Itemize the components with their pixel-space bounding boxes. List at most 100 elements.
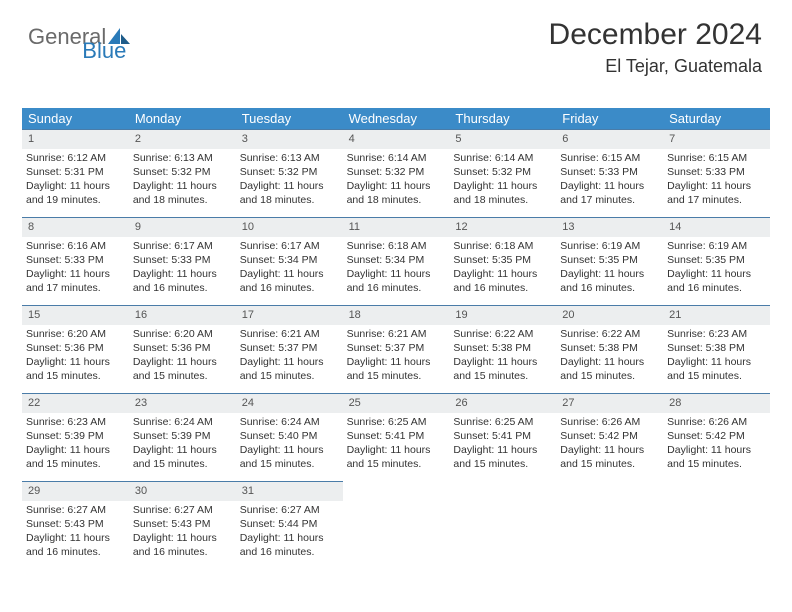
- day-details: Sunrise: 6:19 AMSunset: 5:35 PMDaylight:…: [556, 237, 663, 298]
- calendar-cell: 26Sunrise: 6:25 AMSunset: 5:41 PMDayligh…: [449, 393, 556, 481]
- day-number: 25: [343, 394, 450, 413]
- day-number: 1: [22, 130, 129, 149]
- day-number: 27: [556, 394, 663, 413]
- day-number: 24: [236, 394, 343, 413]
- day-line-d1: Daylight: 11 hours: [26, 531, 125, 545]
- day-details: Sunrise: 6:26 AMSunset: 5:42 PMDaylight:…: [556, 413, 663, 474]
- day-line-d2: and 17 minutes.: [560, 193, 659, 207]
- day-number: 15: [22, 306, 129, 325]
- day-line-ss: Sunset: 5:32 PM: [133, 165, 232, 179]
- day-line-d2: and 15 minutes.: [133, 457, 232, 471]
- day-details: Sunrise: 6:20 AMSunset: 5:36 PMDaylight:…: [22, 325, 129, 386]
- day-line-d1: Daylight: 11 hours: [240, 355, 339, 369]
- logo-text-blue: Blue: [82, 38, 126, 64]
- day-details: Sunrise: 6:15 AMSunset: 5:33 PMDaylight:…: [556, 149, 663, 210]
- day-line-ss: Sunset: 5:35 PM: [560, 253, 659, 267]
- day-number: 21: [663, 306, 770, 325]
- day-line-ss: Sunset: 5:33 PM: [667, 165, 766, 179]
- calendar-cell: 20Sunrise: 6:22 AMSunset: 5:38 PMDayligh…: [556, 305, 663, 393]
- calendar-cell: 30 Sunrise: 6:27 AMSunset: 5:43 PMDayligh…: [129, 481, 236, 569]
- day-line-ss: Sunset: 5:43 PM: [26, 517, 125, 531]
- day-line-d1: Daylight: 11 hours: [133, 355, 232, 369]
- day-details: Sunrise: 6:19 AMSunset: 5:35 PMDaylight:…: [663, 237, 770, 298]
- day-line-d1: Daylight: 11 hours: [133, 267, 232, 281]
- day-line-ss: Sunset: 5:35 PM: [453, 253, 552, 267]
- day-line-ss: Sunset: 5:43 PM: [133, 517, 232, 531]
- dow-header: Saturday: [663, 108, 770, 129]
- day-line-sr: Sunrise: 6:22 AM: [453, 327, 552, 341]
- day-line-sr: Sunrise: 6:27 AM: [240, 503, 339, 517]
- day-number: 3: [236, 130, 343, 149]
- day-line-d1: Daylight: 11 hours: [133, 443, 232, 457]
- day-details: Sunrise: 6:27 AMSunset: 5:44 PMDaylight:…: [236, 501, 343, 562]
- day-line-sr: Sunrise: 6:27 AM: [26, 503, 125, 517]
- calendar-cell-empty: [343, 481, 450, 569]
- day-line-d2: and 16 minutes.: [667, 281, 766, 295]
- day-number: 6: [556, 130, 663, 149]
- header: December 2024 El Tejar, Guatemala: [549, 18, 762, 77]
- day-line-d2: and 15 minutes.: [453, 457, 552, 471]
- day-line-sr: Sunrise: 6:12 AM: [26, 151, 125, 165]
- calendar-cell: 31Sunrise: 6:27 AMSunset: 5:44 PMDayligh…: [236, 481, 343, 569]
- day-line-sr: Sunrise: 6:18 AM: [453, 239, 552, 253]
- calendar-cell: 25Sunrise: 6:25 AMSunset: 5:41 PMDayligh…: [343, 393, 450, 481]
- day-number: 11: [343, 218, 450, 237]
- day-details: Sunrise: 6:22 AMSunset: 5:38 PMDaylight:…: [556, 325, 663, 386]
- day-line-d2: and 16 minutes.: [347, 281, 446, 295]
- page-title: December 2024: [549, 18, 762, 52]
- day-details: Sunrise: 6:17 AMSunset: 5:34 PMDaylight:…: [236, 237, 343, 298]
- day-line-ss: Sunset: 5:33 PM: [26, 253, 125, 267]
- calendar-cell: 13Sunrise: 6:19 AMSunset: 5:35 PMDayligh…: [556, 217, 663, 305]
- day-line-sr: Sunrise: 6:19 AM: [560, 239, 659, 253]
- day-line-sr: Sunrise: 6:22 AM: [560, 327, 659, 341]
- day-number: 23: [129, 394, 236, 413]
- day-number: 30: [129, 482, 236, 501]
- day-line-d1: Daylight: 11 hours: [453, 443, 552, 457]
- day-line-ss: Sunset: 5:33 PM: [133, 253, 232, 267]
- location-text: El Tejar, Guatemala: [549, 56, 762, 77]
- day-number: 22: [22, 394, 129, 413]
- day-line-d1: Daylight: 11 hours: [26, 179, 125, 193]
- day-line-d2: and 16 minutes.: [240, 281, 339, 295]
- day-line-sr: Sunrise: 6:13 AM: [240, 151, 339, 165]
- day-line-ss: Sunset: 5:35 PM: [667, 253, 766, 267]
- dow-header: Thursday: [449, 108, 556, 129]
- day-line-d1: Daylight: 11 hours: [133, 531, 232, 545]
- dow-header: Friday: [556, 108, 663, 129]
- day-details: Sunrise: 6:12 AMSunset: 5:31 PMDaylight:…: [22, 149, 129, 210]
- day-line-ss: Sunset: 5:38 PM: [667, 341, 766, 355]
- day-line-ss: Sunset: 5:41 PM: [453, 429, 552, 443]
- day-line-d1: Daylight: 11 hours: [667, 179, 766, 193]
- day-line-d2: and 18 minutes.: [347, 193, 446, 207]
- day-line-d1: Daylight: 11 hours: [667, 267, 766, 281]
- day-line-d1: Daylight: 11 hours: [453, 179, 552, 193]
- calendar-cell: 14Sunrise: 6:19 AMSunset: 5:35 PMDayligh…: [663, 217, 770, 305]
- calendar-cell: 24Sunrise: 6:24 AMSunset: 5:40 PMDayligh…: [236, 393, 343, 481]
- day-line-ss: Sunset: 5:36 PM: [26, 341, 125, 355]
- day-details: Sunrise: 6:26 AMSunset: 5:42 PMDaylight:…: [663, 413, 770, 474]
- day-line-sr: Sunrise: 6:20 AM: [26, 327, 125, 341]
- day-number: 12: [449, 218, 556, 237]
- day-line-sr: Sunrise: 6:19 AM: [667, 239, 766, 253]
- day-line-sr: Sunrise: 6:14 AM: [347, 151, 446, 165]
- day-details: Sunrise: 6:18 AMSunset: 5:34 PMDaylight:…: [343, 237, 450, 298]
- calendar-cell: 7Sunrise: 6:15 AMSunset: 5:33 PMDaylight…: [663, 129, 770, 217]
- day-line-d1: Daylight: 11 hours: [667, 355, 766, 369]
- day-line-d2: and 15 minutes.: [26, 457, 125, 471]
- day-line-d1: Daylight: 11 hours: [453, 355, 552, 369]
- day-line-sr: Sunrise: 6:21 AM: [347, 327, 446, 341]
- calendar-cell-empty: [556, 481, 663, 569]
- day-line-d2: and 18 minutes.: [133, 193, 232, 207]
- day-line-sr: Sunrise: 6:21 AM: [240, 327, 339, 341]
- day-line-sr: Sunrise: 6:20 AM: [133, 327, 232, 341]
- day-line-d1: Daylight: 11 hours: [26, 355, 125, 369]
- day-line-sr: Sunrise: 6:23 AM: [667, 327, 766, 341]
- day-details: Sunrise: 6:20 AMSunset: 5:36 PMDaylight:…: [129, 325, 236, 386]
- day-line-d2: and 17 minutes.: [667, 193, 766, 207]
- calendar: SundayMondayTuesdayWednesdayThursdayFrid…: [22, 108, 770, 569]
- day-line-sr: Sunrise: 6:27 AM: [133, 503, 232, 517]
- day-line-d2: and 16 minutes.: [133, 281, 232, 295]
- day-number: 4: [343, 130, 450, 149]
- day-line-d2: and 15 minutes.: [667, 457, 766, 471]
- day-details: Sunrise: 6:23 AMSunset: 5:38 PMDaylight:…: [663, 325, 770, 386]
